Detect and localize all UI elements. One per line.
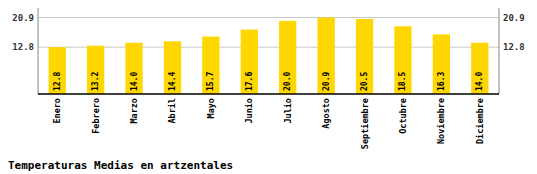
x-tick-label: Julio	[283, 98, 293, 124]
bar	[279, 21, 296, 94]
x-tick-label: Septiembre	[360, 98, 370, 149]
data-label: 12.8	[53, 72, 62, 91]
y-tick-label: 12.8	[12, 42, 34, 52]
x-tick-label: Mayo	[206, 98, 216, 118]
x-tick-label: Febrero	[91, 98, 101, 134]
data-label: 20.0	[283, 72, 292, 91]
bar	[49, 47, 66, 94]
y2-tick-label: 20.9	[503, 13, 525, 23]
y-tick-label: 20.9	[12, 13, 34, 23]
x-tick-label: Octubre	[398, 98, 408, 134]
bar	[317, 18, 334, 94]
data-label: 14.4	[168, 72, 177, 91]
x-axis-line	[38, 93, 499, 95]
x-tick-label: Noviembre	[436, 98, 446, 144]
bar	[202, 37, 219, 94]
grid-line	[38, 17, 499, 18]
bars	[49, 18, 489, 94]
bar	[87, 46, 104, 94]
chart-container: 12.8 13.2 14.0 14.4 15.7 17.6 20.0 20.9 20.5 18.5…	[0, 0, 537, 174]
x-tick-label: Marzo	[129, 98, 139, 124]
data-label: 13.2	[91, 72, 100, 91]
data-label: 20.5	[360, 72, 369, 91]
x-tick-label: Enero	[52, 98, 62, 124]
x-tick-label: Agosto	[321, 98, 331, 129]
y2-tick-label: 12.8	[503, 42, 525, 52]
data-label: 14.0	[475, 72, 484, 91]
x-tick-label: Junio	[244, 98, 254, 124]
bar	[471, 43, 488, 94]
chart: 12.8 13.2 14.0 14.4 15.7 17.6 20.0 20.9 20.5 18.5…	[0, 0, 537, 174]
data-label: 16.3	[437, 72, 446, 91]
bar	[433, 34, 450, 94]
bar	[394, 26, 411, 94]
grid-line	[38, 47, 499, 48]
data-label: 18.5	[398, 72, 407, 91]
title: Temperaturas Medias en artzentales	[8, 159, 233, 172]
x-tick-label: Diciembre	[475, 98, 485, 144]
data-label: 17.6	[245, 72, 254, 91]
data-label: 20.9	[322, 72, 331, 91]
bar	[125, 43, 142, 94]
y-axis-line	[38, 8, 39, 94]
data-label: 14.0	[130, 72, 139, 91]
x-tick-label: Abril	[167, 98, 177, 124]
bar	[241, 30, 258, 94]
data-label: 15.7	[206, 72, 215, 91]
bar	[356, 19, 373, 94]
y2-axis-line	[499, 8, 500, 94]
bar	[164, 41, 181, 94]
